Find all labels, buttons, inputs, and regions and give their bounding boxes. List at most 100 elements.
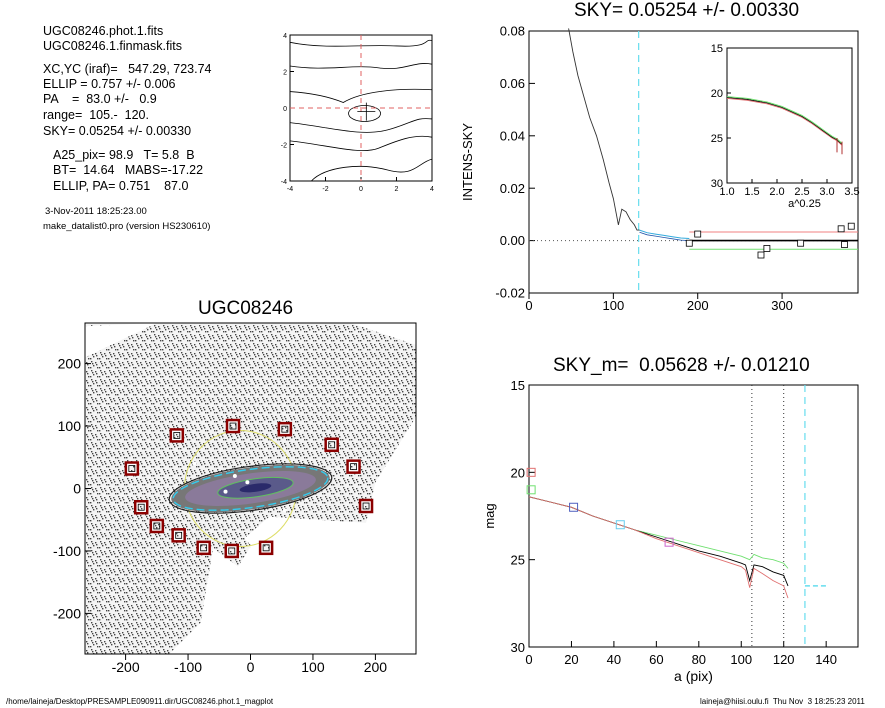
sky-y-label: -0.02 — [495, 286, 525, 301]
magnitude-profile-chart: 0 20 40 60 80 100 120 140 15 20 25 30 a (pix) mag — [482, 378, 859, 684]
mag-y-label: 30 — [511, 640, 525, 655]
sky-box-inner — [137, 503, 145, 511]
footer-user: laineja@hiisi.oulu.fi Thu Nov 3 18:25:23… — [700, 697, 865, 706]
info-program: make_datalist0.pro (version HS230610) — [43, 221, 211, 232]
mag-x-label: 60 — [649, 652, 663, 667]
masked-star — [282, 508, 287, 513]
inset-y-label: 25 — [711, 133, 723, 145]
mag-x-label: 40 — [607, 652, 621, 667]
inset-frame — [726, 47, 853, 184]
galaxy-core — [239, 483, 272, 493]
inset-y-label: 20 — [711, 88, 723, 100]
info-pa: PA = 83.0 +/- 0.9 — [43, 92, 157, 106]
blank-wedge — [85, 323, 157, 358]
mag-marker — [569, 502, 579, 512]
masked-star — [317, 523, 322, 528]
contour-y-label: 0 — [283, 106, 287, 113]
contour-x-label: 0 — [359, 186, 363, 193]
contour-line — [289, 63, 433, 69]
sky-box-inner — [228, 547, 236, 555]
sky-tail-cyan — [639, 229, 690, 239]
mag-y-label: 20 — [511, 465, 525, 480]
sky-sample-square — [847, 222, 855, 230]
inset-x-label: 1.5 — [744, 186, 759, 198]
galaxy-image-group — [85, 323, 416, 654]
masked-star — [223, 489, 228, 494]
info-range: range= 105.- 120. — [43, 108, 149, 122]
sky-profile-chart: 0 100 200 300 0.08 0.06 0.04 0.02 0.00 -0.02 INTEN… — [460, 24, 860, 313]
sky-box-inner — [128, 465, 136, 472]
galaxy-fit-ellipse — [172, 466, 329, 511]
sky-box-inner — [175, 531, 183, 539]
inset-xlabel: a^0.25 — [788, 198, 821, 210]
galaxy-x-label: -100 — [174, 659, 202, 675]
contour-line — [289, 118, 433, 133]
info-date: 3-Nov-2011 18:25:23.00 — [45, 206, 147, 217]
galaxy-title: UGC08246 — [198, 298, 294, 319]
inset-black-line — [726, 97, 843, 145]
contour-line — [289, 135, 433, 151]
mag-x-label: 0 — [525, 652, 532, 667]
sky-ylabel: INTENS-SKY — [460, 123, 475, 201]
sky-tail-blue — [639, 231, 690, 241]
sky-x-label: 100 — [603, 298, 625, 313]
mag-x-label: 140 — [815, 652, 837, 667]
mag-series-line — [528, 496, 789, 587]
sky-box-inner — [262, 544, 270, 552]
inset-x-label: 2.0 — [769, 186, 784, 198]
contour-y-label: 4 — [283, 33, 287, 40]
galaxy-y-label: -200 — [53, 605, 81, 621]
galaxy-y-label: 100 — [58, 418, 82, 434]
galaxy-y-label: 0 — [73, 480, 81, 496]
galaxy-x-label: 200 — [364, 659, 388, 675]
sky-box-inner — [200, 544, 208, 552]
footer-path: /home/laineja/Desktop/PRESAMPLE090911.di… — [6, 697, 274, 706]
contour-x-label: 2 — [395, 186, 399, 193]
mag-x-label: 80 — [692, 652, 706, 667]
sky-sample-square — [685, 239, 693, 247]
sky-y-label: 0.06 — [500, 76, 525, 91]
sky-y-label: 0.08 — [500, 24, 525, 39]
mag-series-line — [528, 496, 789, 569]
sky-y-label: 0.04 — [500, 128, 525, 143]
mag-x-label: 20 — [564, 652, 578, 667]
mag-chart-title: SKY_m= 0.05628 +/- 0.01210 — [553, 355, 810, 376]
info-bt: BT= 14.64 MABS=-17.22 — [53, 163, 204, 177]
contour-core — [348, 105, 381, 122]
inset-x-label: 2.5 — [794, 186, 809, 198]
info-a25: A25_pix= 98.9 T= 5.8 B — [53, 148, 195, 162]
galaxy-y-label: -100 — [53, 543, 81, 559]
contour-x-label: -2 — [322, 186, 328, 193]
sky-sample-square — [694, 230, 702, 238]
mag-xlabel: a (pix) — [674, 668, 713, 684]
galaxy-x-label: 0 — [247, 659, 255, 675]
sky-chart-title: SKY= 0.05254 +/- 0.00330 — [574, 0, 800, 21]
info-maskname: UGC08246.1.finmask.fits — [43, 39, 182, 53]
mag-series-line — [528, 496, 789, 599]
sky-sample-square — [841, 241, 848, 248]
contour-line — [311, 158, 433, 182]
info-center: XC,YC (iraf)= 547.29, 723.74 — [43, 62, 212, 76]
info-sky: SKY= 0.05254 +/- 0.00330 — [43, 124, 192, 138]
sky-x-label: 300 — [771, 298, 793, 313]
masked-star — [232, 474, 237, 479]
mag-marker — [526, 467, 536, 477]
sky-y-label: 0.00 — [500, 233, 525, 248]
sky-y-label: 0.02 — [500, 181, 525, 196]
mag-x-label: 120 — [773, 652, 795, 667]
info-ellip-pa: ELLIP, PA= 0.751 87.0 — [53, 179, 189, 193]
inset-y-label: 30 — [711, 178, 723, 190]
sky-sample-square — [763, 245, 771, 252]
mag-marker — [526, 485, 536, 495]
sky-profile-line — [568, 28, 640, 231]
sky-box-inner — [229, 422, 237, 430]
mag-y-label: 25 — [511, 553, 525, 568]
mag-frame — [528, 384, 859, 648]
inset-green-line — [726, 96, 843, 144]
mag-ylabel: mag — [482, 503, 497, 528]
contour-y-label: 2 — [283, 70, 287, 77]
sky-box-inner — [328, 441, 336, 449]
inset-x-label: 3.0 — [819, 186, 834, 198]
sky-x-label: 200 — [687, 298, 709, 313]
mag-y-label: 15 — [511, 378, 525, 393]
